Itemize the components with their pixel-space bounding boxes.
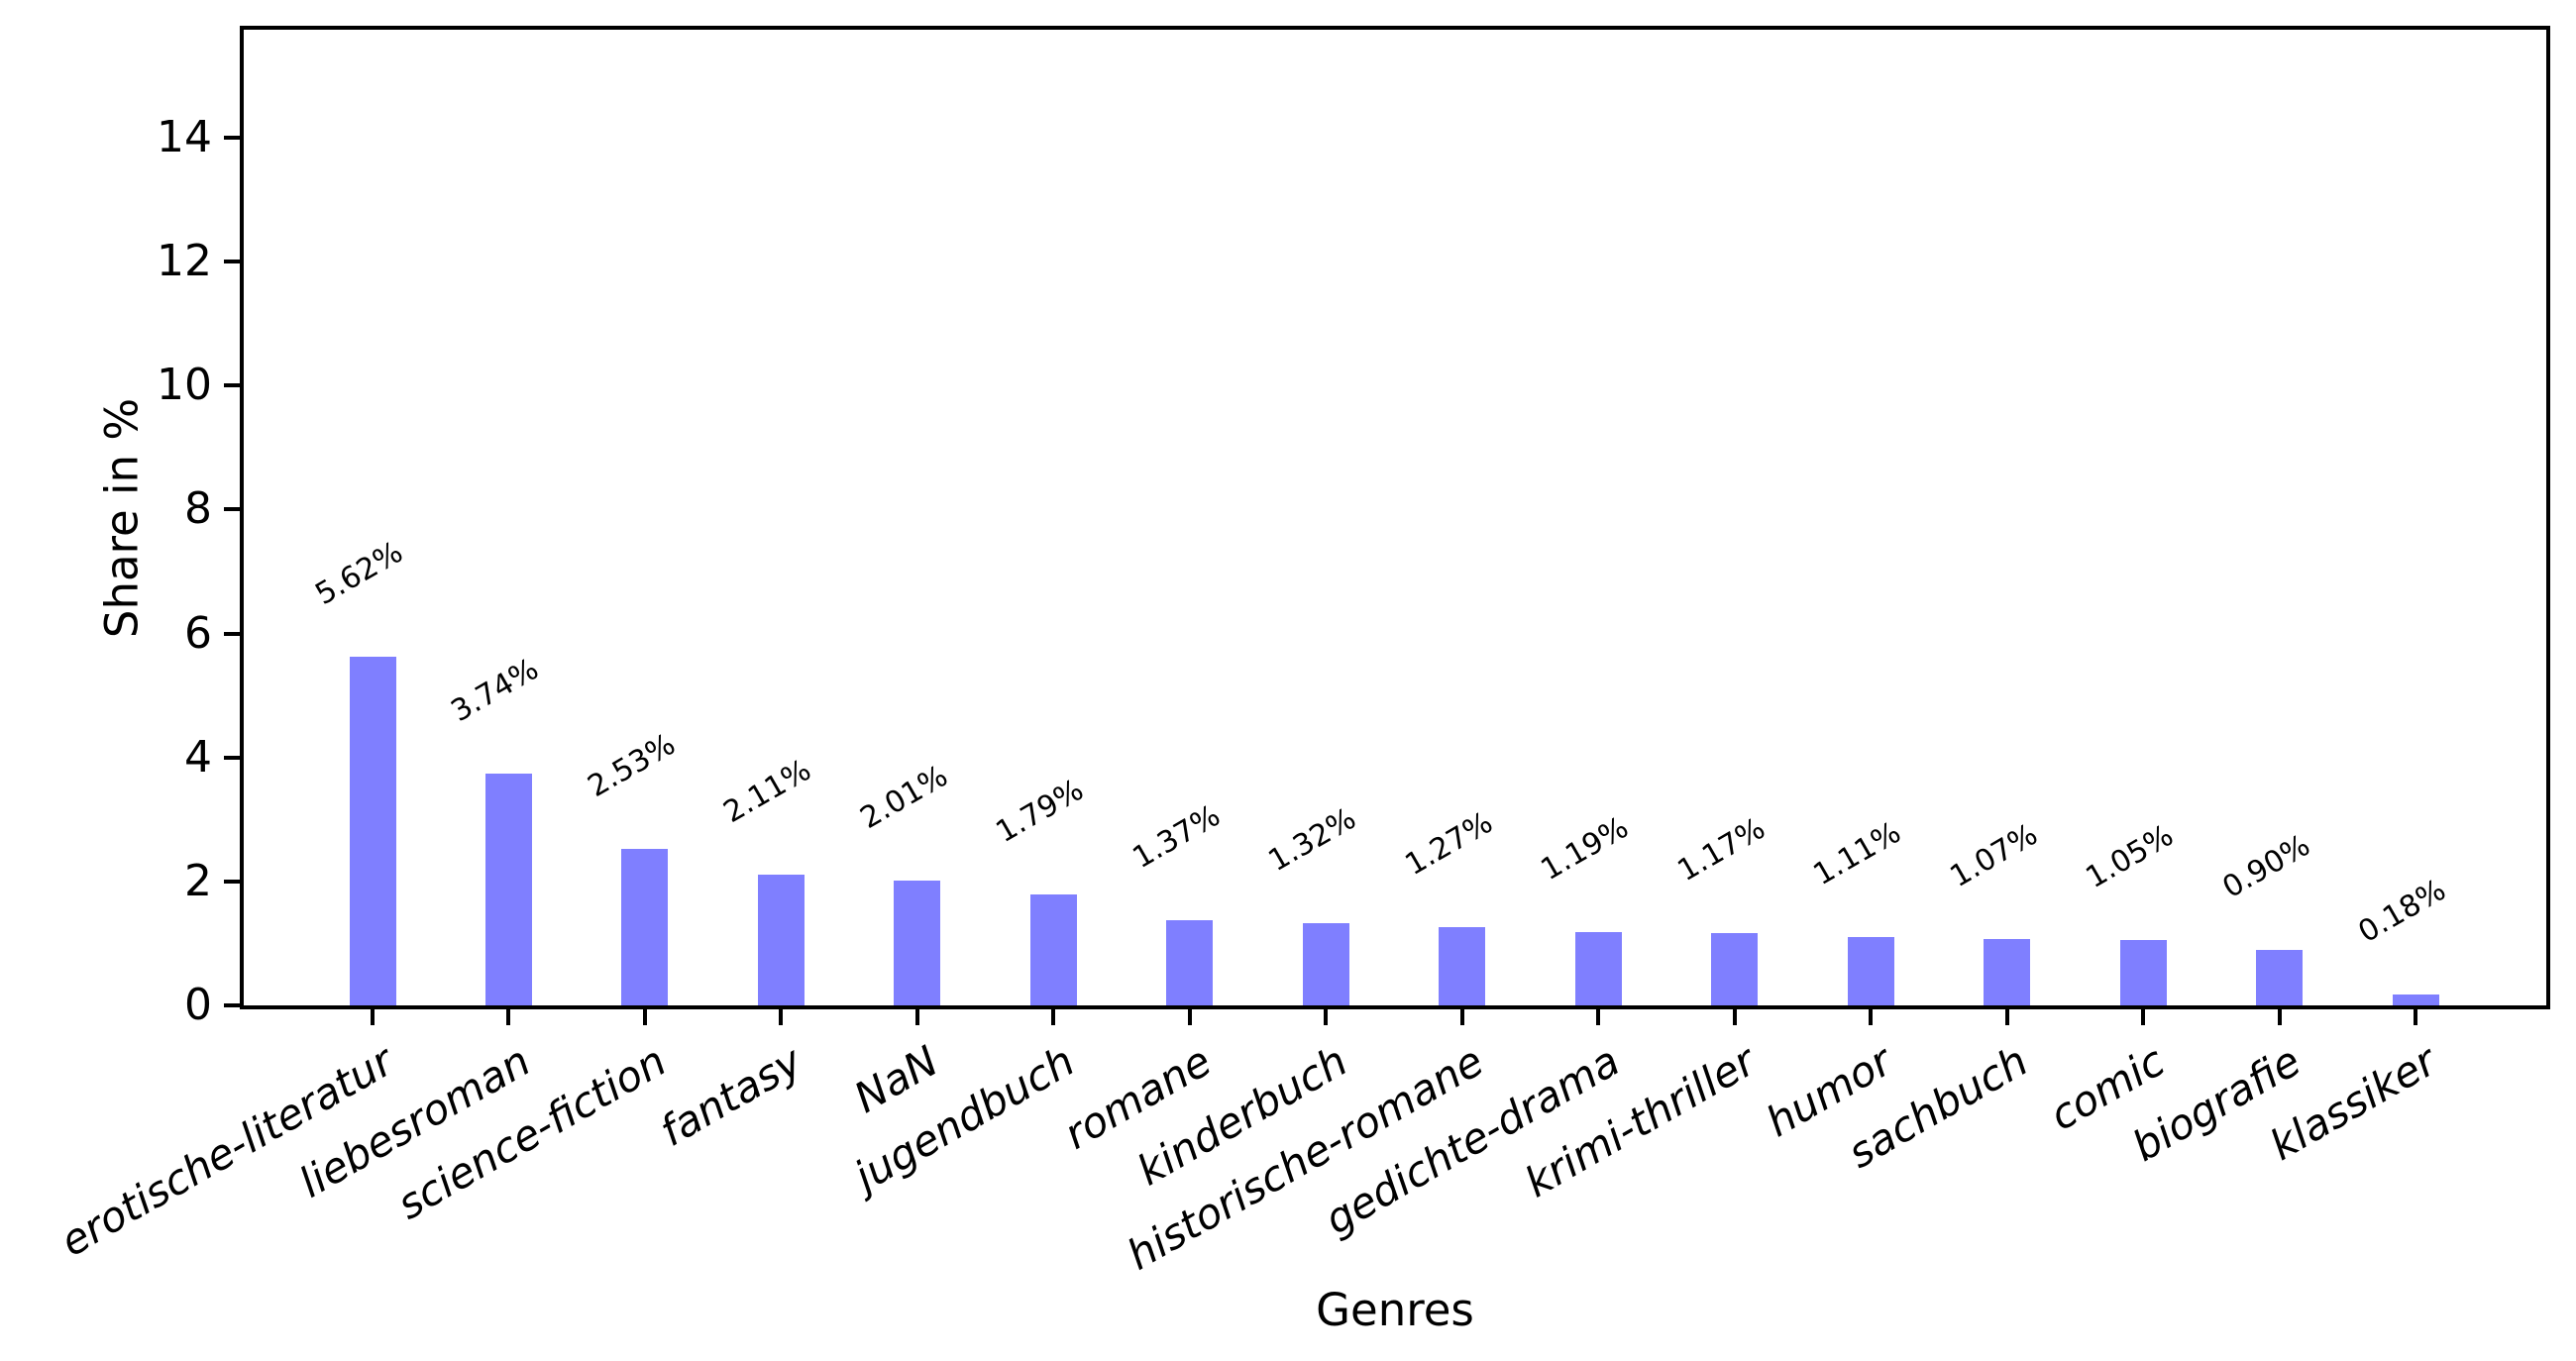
x-tick-label: fantasy	[652, 1036, 810, 1156]
y-tick	[224, 1003, 240, 1007]
y-tick	[224, 383, 240, 388]
y-tick-label: 10	[157, 360, 212, 411]
plot-area-border	[240, 26, 2550, 1009]
y-axis-title: Share in %	[95, 397, 149, 639]
x-tick	[371, 1009, 375, 1025]
x-tick	[2141, 1009, 2146, 1025]
x-tick	[1187, 1009, 1192, 1025]
x-axis-title: Genres	[1316, 1284, 1474, 1336]
y-tick	[224, 136, 240, 141]
x-tick	[1869, 1009, 1874, 1025]
bar	[349, 657, 396, 1005]
bar	[757, 874, 805, 1005]
bar	[2392, 994, 2439, 1005]
y-tick	[224, 260, 240, 264]
bar	[1029, 893, 1077, 1005]
x-tick	[2277, 1009, 2282, 1025]
y-tick-label: 4	[184, 731, 212, 783]
y-tick	[224, 755, 240, 760]
x-tick	[1324, 1009, 1329, 1025]
bar	[1574, 931, 1622, 1005]
y-tick-label: 0	[184, 980, 212, 1030]
y-tick	[224, 507, 240, 512]
x-tick	[2414, 1009, 2418, 1025]
bar	[894, 881, 941, 1005]
x-tick	[506, 1009, 511, 1025]
x-tick	[914, 1009, 919, 1025]
x-tick	[1459, 1009, 1464, 1025]
y-tick-label: 2	[184, 855, 212, 906]
bar	[1166, 920, 1214, 1005]
bar	[1302, 923, 1349, 1005]
bar	[1847, 936, 1894, 1005]
x-tick	[2004, 1009, 2009, 1025]
bar	[621, 848, 669, 1005]
bar	[2256, 949, 2304, 1005]
y-tick-label: 12	[157, 236, 212, 287]
x-tick	[1051, 1009, 1056, 1025]
y-tick-label: 14	[157, 112, 212, 163]
x-tick	[1732, 1009, 1737, 1025]
bar	[1984, 939, 2031, 1005]
x-tick	[1596, 1009, 1601, 1025]
y-tick	[224, 879, 240, 884]
x-tick	[779, 1009, 784, 1025]
x-tick	[642, 1009, 647, 1025]
y-tick-label: 6	[184, 607, 212, 659]
bar	[1711, 932, 1759, 1005]
y-tick-label: 8	[184, 483, 212, 535]
y-tick	[224, 631, 240, 636]
bar	[2119, 940, 2167, 1005]
bar	[1439, 926, 1486, 1005]
bar	[484, 773, 532, 1005]
